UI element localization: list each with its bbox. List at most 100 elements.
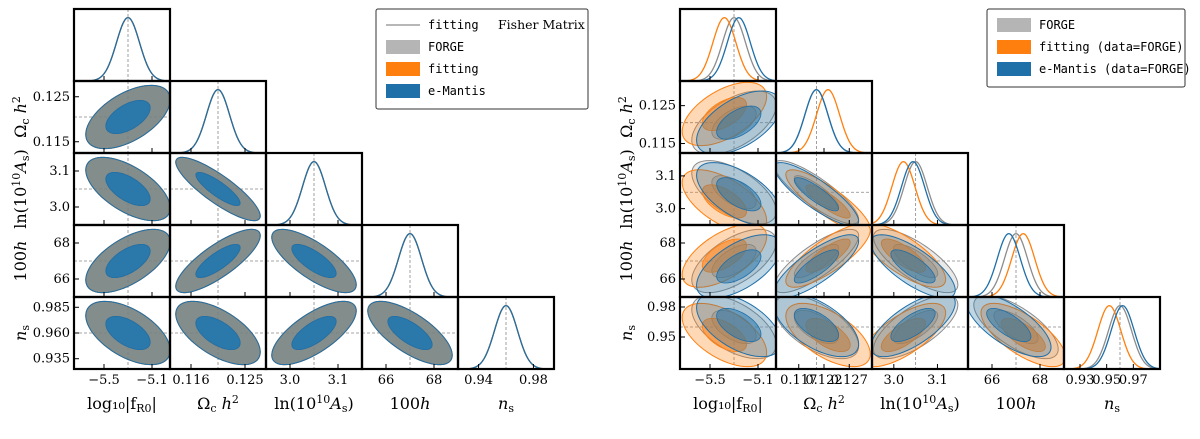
legend-fill-swatch [997,40,1031,54]
x-tick-label: 3.0 [883,373,904,388]
x-tick-label: 0.127 [831,373,868,388]
y-tick-label: 3.1 [49,164,70,179]
legend-fill-swatch [386,62,420,76]
y-tick-label: 68 [53,236,70,251]
legend-box [375,8,589,110]
panel-4-1: 0.116 0.125 [168,295,268,388]
x-tick-label: 0.98 [519,373,548,388]
y-tick-label: 0.985 [33,300,70,315]
x-tick-label: 3.1 [927,373,948,388]
panel-1-0: 0.125 0.115 [639,79,778,155]
panel-3-2 [870,223,970,299]
legend-fill-swatch [386,40,420,54]
panel-3-1 [774,223,874,299]
legend-label: fitting [428,62,479,76]
contour-1sigma-e-Mantis [716,307,762,343]
legend-label: fitting (data=FORGE) [1039,40,1184,54]
legend-label: e-Mantis [428,84,486,98]
marginal-curve-e-Mantis [74,16,170,81]
x-axis-label-4: ns [498,394,514,415]
panel-0-0 [678,7,778,83]
y-tick-label: 0.98 [647,300,676,315]
contour-1sigma-e-Mantis [716,177,762,212]
legend: fitting Fisher Matrix FORGE fitting e-Mantis [375,8,589,110]
contour-1sigma-e-Mantis [105,171,151,207]
contour-1sigma-e-Mantis [793,307,840,343]
corner-plot-left: 0.125 0.115 3.1 3.0 68 66 −5.5 −5.1 0.985 0.960 0.… [10,7,589,415]
legend-item: fitting [386,62,479,76]
panel-1-1 [168,79,268,155]
y-axis-label-3: 100h [617,241,636,282]
panel-frame [72,7,172,83]
panel-4-3: 66 68 [966,295,1066,388]
panel-0-0 [72,7,172,83]
contour-1sigma-e-Mantis [716,249,762,284]
y-tick-label: 66 [659,272,676,287]
y-tick-label: 66 [53,272,70,287]
y-tick-label: 0.935 [33,352,70,367]
y-axis-label-4: ns [11,325,32,341]
x-tick-label: 0.117 [780,373,817,388]
contour-1sigma-e-Mantis [291,315,337,351]
panel-frame [456,295,556,371]
contour-1sigma-e-Mantis [195,315,241,351]
x-tick-label: 0.93 [1066,373,1095,388]
panel-2-0: 3.1 3.0 [655,151,778,227]
legend-fill-swatch [997,62,1031,76]
panel-2-2 [264,151,364,227]
panel-3-3 [966,223,1066,299]
y-tick-label: 0.960 [33,326,70,341]
panel-frame [774,79,874,155]
x-tick-label: 0.94 [464,373,493,388]
panel-4-4: 0.930.950.97 [1062,295,1162,388]
x-axis-label-4: ns [1104,394,1120,415]
legend-label: e-Mantis (data=FORGE) [1039,62,1191,76]
x-tick-label: 68 [426,373,443,388]
panel-frame [1062,295,1162,371]
x-tick-label: −5.5 [88,373,120,388]
x-tick-label: 0.122 [805,373,842,388]
y-tick-label: 0.95 [647,330,676,345]
legend: FORGE fitting (data=FORGE) e-Mantis (data=… [986,8,1191,88]
contour-1sigma-e-Mantis [195,243,241,279]
y-tick-label: 68 [659,236,676,251]
marginal-curve-FORGE [776,89,872,153]
panel-frame [870,151,970,227]
x-axis-label-1: Ωc h2 [803,393,845,415]
legend-item: fitting Fisher Matrix [386,17,585,32]
y-tick-label: 3.1 [655,169,676,184]
legend-fill-swatch [997,18,1031,32]
marginal-curve-e-Mantis [458,304,554,369]
x-axis-label-0: log₁₀|fR0| [87,394,157,415]
marginal-curve-e-Mantis [266,160,362,225]
y-tick-label: 3.0 [655,202,676,217]
x-tick-label: 66 [378,373,395,388]
marginal-curve-fitting [776,89,872,153]
x-tick-label: 0.125 [226,373,263,388]
panel-1-1 [774,79,874,155]
panel-4-4: 0.94 0.98 [456,295,556,388]
contour-1sigma-e-Mantis [890,307,936,343]
y-tick-label: 0.125 [33,90,70,105]
panel-3-0: 68 66 [53,223,172,299]
y-axis-label-1: Ωc h2 [10,96,32,138]
x-tick-label: 66 [984,373,1001,388]
corner-plot-right: 0.125 0.115 3.1 3.0 68 66 −5.5 −5.1 0.98 0.95 0.11… [616,7,1191,415]
panel-2-1 [168,151,268,227]
x-axis-label-3: 100h [390,394,431,413]
contour-1sigma-e-Mantis [291,243,337,279]
panel-3-1 [168,223,268,299]
panel-4-3: 66 68 [360,295,460,388]
legend-item: e-Mantis (data=FORGE) [997,62,1191,76]
contour-1sigma-e-Mantis [793,177,840,212]
panel-3-0: 68 66 [659,223,778,299]
contour-1sigma-e-Mantis [890,249,936,284]
legend-label: fitting [428,18,479,32]
x-tick-label: −5.1 [742,373,774,388]
y-tick-label: 0.115 [33,135,70,150]
panel-4-0: −5.5 −5.1 0.985 0.960 0.935 [33,295,172,388]
y-tick-label: 0.125 [639,99,676,114]
legend-label-extra: Fisher Matrix [498,17,585,32]
x-tick-label: 0.116 [172,373,209,388]
